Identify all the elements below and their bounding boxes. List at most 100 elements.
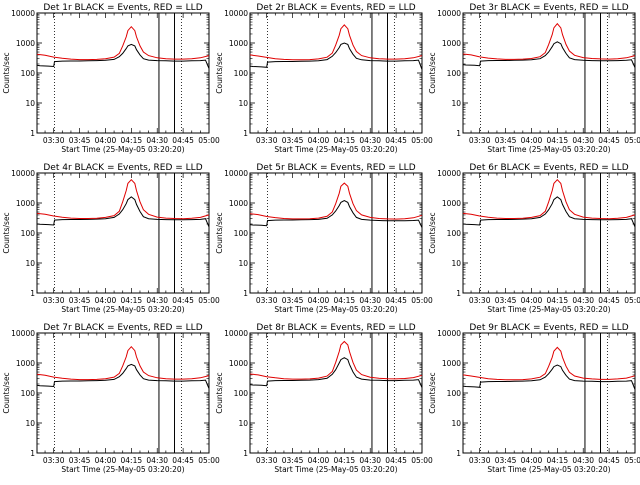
- y-axis-label: Counts/sec: [2, 372, 11, 413]
- x-tick-label: 04:00: [95, 456, 117, 465]
- chart-panel-3: Det 3r BLACK = Events, RED = LLD 1 10 100 10…: [428, 3, 640, 154]
- x-tick-label: 05:00: [624, 456, 640, 465]
- x-tick-label: 04:00: [521, 456, 543, 465]
- x-tick-label: 03:45: [495, 456, 517, 465]
- chart-panel-9: Det 9r BLACK = Events, RED = LLD 1 10 100 10…: [428, 323, 640, 474]
- x-tick-label: 04:00: [308, 136, 330, 145]
- plot-frame: [249, 332, 423, 454]
- y-tick-label: 1: [456, 289, 461, 298]
- y-tick-label: 10000: [224, 169, 248, 178]
- x-tick-label: 04:30: [359, 296, 381, 305]
- x-tick-label: 04:30: [359, 136, 381, 145]
- y-tick-label: 10000: [224, 329, 248, 338]
- y-tick-label: 100: [447, 389, 462, 398]
- x-tick-label: 05:00: [624, 296, 640, 305]
- series-line-events: [462, 41, 636, 68]
- x-tick-label: 04:45: [385, 296, 407, 305]
- x-tick-label: 04:45: [598, 136, 620, 145]
- x-tick-label: 03:45: [69, 456, 91, 465]
- chart-panel-6: Det 6r BLACK = Events, RED = LLD 1 10 100 10…: [428, 163, 640, 314]
- x-axis-label: Start Time (25-May-05 03:20:20): [61, 145, 184, 154]
- plot-frame: [36, 332, 210, 454]
- x-tick-label: 04:45: [172, 136, 194, 145]
- plot-frame: [462, 172, 636, 294]
- y-tick-label: 1000: [229, 359, 248, 368]
- y-tick-label: 1000: [16, 39, 35, 48]
- series-line-events: [249, 357, 423, 388]
- series-line-events: [36, 363, 210, 389]
- chart-title: Det 5r BLACK = Events, RED = LLD: [256, 163, 415, 173]
- x-tick-label: 03:45: [495, 296, 517, 305]
- x-axis-label: Start Time (25-May-05 03:20:20): [487, 305, 610, 314]
- x-tick-label: 04:30: [572, 456, 594, 465]
- x-axis-label: Start Time (25-May-05 03:20:20): [274, 465, 397, 474]
- y-tick-label: 1000: [229, 39, 248, 48]
- x-tick-label: 04:00: [521, 296, 543, 305]
- x-tick-label: 05:00: [624, 136, 640, 145]
- x-tick-label: 03:30: [469, 296, 491, 305]
- x-tick-label: 04:15: [547, 136, 569, 145]
- x-tick-label: 04:15: [121, 296, 143, 305]
- x-tick-label: 04:30: [572, 296, 594, 305]
- y-tick-label: 10: [25, 419, 35, 428]
- x-tick-label: 03:30: [43, 456, 65, 465]
- plot-frame: [462, 12, 636, 134]
- plot-frame: [462, 332, 636, 454]
- chart-panel-8: Det 8r BLACK = Events, RED = LLD 1 10 100 10…: [215, 323, 433, 474]
- y-tick-label: 1: [30, 289, 35, 298]
- y-tick-label: 1000: [16, 359, 35, 368]
- x-tick-label: 04:45: [385, 136, 407, 145]
- x-tick-label: 05:00: [411, 136, 433, 145]
- plot-frame: [249, 12, 423, 134]
- x-tick-label: 04:45: [172, 456, 194, 465]
- y-tick-label: 10000: [437, 329, 461, 338]
- y-tick-label: 1000: [229, 199, 248, 208]
- x-tick-label: 03:30: [469, 456, 491, 465]
- series-line-events: [249, 200, 423, 228]
- y-tick-label: 10: [25, 259, 35, 268]
- y-tick-label: 10: [238, 99, 248, 108]
- x-tick-label: 04:00: [95, 296, 117, 305]
- x-tick-label: 04:30: [359, 456, 381, 465]
- x-tick-label: 04:00: [308, 456, 330, 465]
- y-tick-label: 10: [451, 99, 461, 108]
- chart-title: Det 9r BLACK = Events, RED = LLD: [469, 323, 628, 333]
- y-tick-label: 10: [25, 99, 35, 108]
- x-tick-label: 03:30: [43, 136, 65, 145]
- plot-frame: [36, 12, 210, 134]
- series-line-lld: [249, 24, 423, 61]
- y-tick-label: 100: [234, 69, 249, 78]
- chart-title: Det 2r BLACK = Events, RED = LLD: [256, 3, 415, 13]
- series-line-lld: [462, 346, 636, 381]
- x-tick-label: 03:45: [282, 136, 304, 145]
- y-tick-label: 10000: [224, 9, 248, 18]
- y-tick-label: 1000: [442, 39, 461, 48]
- y-tick-label: 1: [243, 129, 248, 138]
- x-tick-label: 03:45: [69, 296, 91, 305]
- x-tick-label: 04:45: [598, 296, 620, 305]
- x-tick-label: 03:45: [69, 136, 91, 145]
- x-tick-label: 04:00: [95, 136, 117, 145]
- y-tick-label: 10: [238, 419, 248, 428]
- y-tick-label: 100: [234, 229, 249, 238]
- y-tick-label: 10: [451, 419, 461, 428]
- x-tick-label: 04:45: [172, 296, 194, 305]
- chart-title: Det 8r BLACK = Events, RED = LLD: [256, 323, 415, 333]
- x-axis-label: Start Time (25-May-05 03:20:20): [274, 145, 397, 154]
- y-tick-label: 10000: [11, 329, 35, 338]
- y-tick-label: 1000: [442, 359, 461, 368]
- series-line-events: [36, 196, 210, 228]
- chart-title: Det 1r BLACK = Events, RED = LLD: [43, 3, 202, 13]
- y-axis-label: Counts/sec: [428, 52, 437, 93]
- x-tick-label: 03:45: [495, 136, 517, 145]
- chart-panel-2: Det 2r BLACK = Events, RED = LLD 1 10 100 10…: [215, 3, 433, 154]
- y-tick-label: 10: [451, 259, 461, 268]
- chart-title: Det 6r BLACK = Events, RED = LLD: [469, 163, 628, 173]
- chart-title: Det 7r BLACK = Events, RED = LLD: [43, 323, 202, 333]
- x-tick-label: 04:30: [146, 456, 168, 465]
- x-tick-label: 04:00: [521, 136, 543, 145]
- x-tick-label: 04:15: [334, 296, 356, 305]
- series-line-lld: [249, 340, 423, 380]
- x-axis-label: Start Time (25-May-05 03:20:20): [487, 465, 610, 474]
